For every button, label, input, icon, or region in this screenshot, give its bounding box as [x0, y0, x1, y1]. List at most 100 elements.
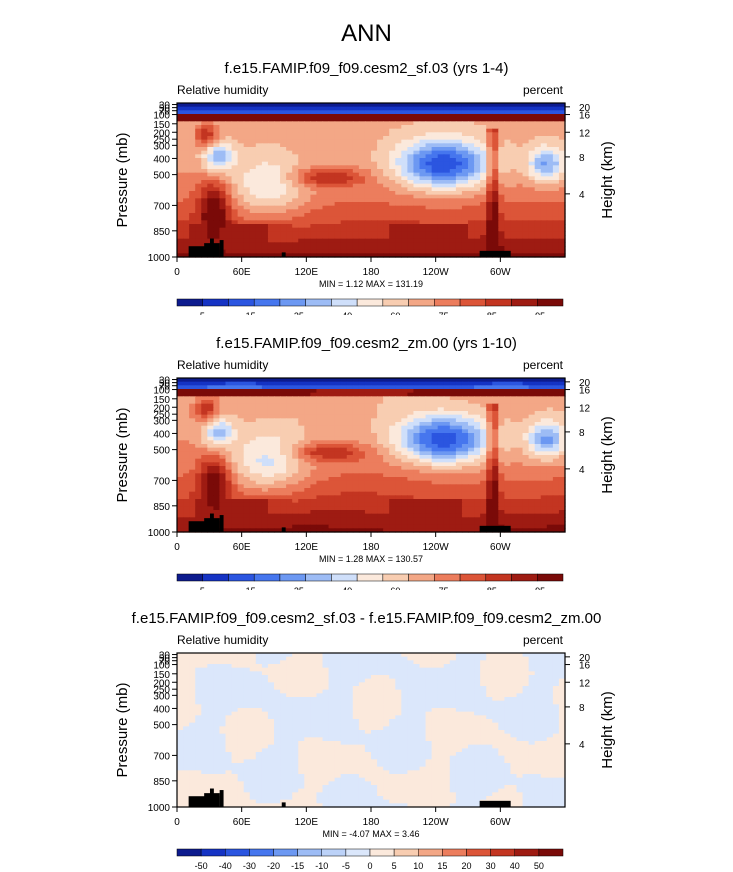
field-cell	[219, 381, 227, 386]
field-cell	[267, 220, 275, 225]
field-cell	[310, 242, 318, 247]
field-cell	[522, 227, 530, 232]
field-cell	[552, 381, 560, 386]
field-cell	[243, 444, 251, 449]
field-cell	[395, 143, 402, 148]
field-cell	[213, 484, 221, 489]
field-cell	[383, 235, 390, 240]
field-cell	[401, 253, 408, 258]
field-cell	[492, 451, 499, 456]
field-cell	[219, 147, 227, 152]
field-cell	[195, 469, 202, 474]
field-cell	[352, 389, 360, 394]
field-cell	[340, 466, 348, 471]
field-cell	[480, 400, 487, 405]
field-cell	[407, 469, 415, 474]
field-cell	[443, 209, 451, 214]
field-cell	[546, 147, 554, 152]
field-cell	[443, 436, 451, 441]
field-cell	[249, 125, 257, 130]
field-cell	[540, 158, 548, 163]
field-cell	[540, 150, 548, 155]
field-cell	[395, 411, 402, 416]
field-cell	[255, 400, 263, 405]
field-cell	[468, 180, 475, 185]
field-cell	[189, 114, 196, 119]
field-cell	[449, 491, 457, 496]
field-cell	[189, 132, 196, 137]
y-axis-right-title: Height (km)	[599, 141, 616, 219]
field-cell	[522, 187, 530, 192]
field-cell	[201, 117, 208, 122]
field-cell	[201, 205, 208, 210]
field-cell	[340, 458, 348, 463]
field-cell	[552, 473, 560, 478]
field-cell	[340, 447, 348, 452]
field-cell	[219, 194, 227, 199]
field-cell	[322, 169, 330, 174]
field-cell	[528, 451, 536, 456]
field-cell	[552, 194, 560, 199]
field-cell	[504, 103, 512, 108]
field-cell	[310, 466, 318, 471]
field-cell	[486, 378, 493, 383]
field-cell	[340, 378, 348, 383]
field-cell	[189, 161, 196, 166]
field-cell	[207, 407, 214, 412]
field-cell	[322, 477, 330, 482]
field-cell	[474, 136, 481, 141]
field-cell	[292, 117, 299, 122]
field-cell	[492, 194, 499, 199]
field-cell	[328, 253, 336, 258]
field-cell	[431, 139, 439, 144]
field-cell	[383, 198, 390, 203]
field-cell	[383, 231, 390, 236]
field-cell	[407, 414, 415, 419]
field-cell	[304, 389, 311, 394]
field-cell	[340, 139, 348, 144]
field-cell	[480, 480, 487, 485]
field-cell	[286, 242, 293, 247]
field-cell	[546, 114, 554, 119]
field-cell	[546, 433, 554, 438]
panel-1-variable-label: Relative humidity	[177, 83, 269, 97]
field-cell	[280, 150, 287, 155]
field-cell	[528, 396, 536, 401]
field-cell	[286, 484, 293, 489]
field-cell	[280, 231, 287, 236]
field-cell	[504, 392, 512, 397]
field-cell	[298, 220, 305, 225]
field-cell	[274, 477, 281, 482]
field-cell	[358, 484, 366, 489]
field-cell	[401, 436, 408, 441]
field-cell	[267, 132, 275, 137]
field-cell	[461, 103, 469, 108]
field-cell	[213, 187, 221, 192]
field-cell	[231, 444, 239, 449]
field-cell	[243, 121, 251, 126]
field-cell	[280, 433, 287, 438]
field-cell	[274, 246, 281, 251]
field-cell	[231, 458, 239, 463]
field-cell	[401, 227, 408, 232]
field-cell	[528, 403, 536, 408]
field-cell	[334, 429, 342, 434]
field-cell	[219, 106, 227, 111]
field-cell	[516, 400, 524, 405]
field-cell	[498, 403, 505, 408]
field-cell	[455, 469, 463, 474]
field-cell	[352, 455, 360, 460]
field-cell	[510, 235, 518, 240]
field-cell	[371, 194, 378, 199]
field-cell	[461, 407, 469, 412]
field-cell	[231, 216, 239, 221]
field-cell	[207, 172, 214, 177]
field-cell	[249, 205, 257, 210]
field-cell	[389, 202, 396, 207]
field-cell	[498, 436, 505, 441]
field-cell	[413, 158, 421, 163]
field-cell	[286, 418, 293, 423]
field-cell	[358, 469, 366, 474]
field-cell	[334, 117, 342, 122]
field-cell	[516, 231, 524, 236]
